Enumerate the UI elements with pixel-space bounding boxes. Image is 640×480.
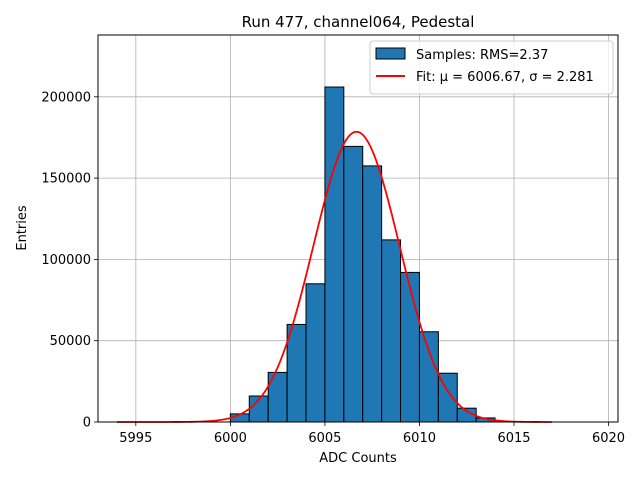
x-tick-label: 6010 [403, 431, 436, 446]
y-tick-label: 50000 [50, 334, 91, 349]
legend-label-fit: Fit: μ = 6006.67, σ = 2.281 [416, 70, 594, 85]
y-tick-label: 200000 [41, 90, 91, 105]
legend-box [369, 40, 614, 95]
y-tick-label: 100000 [41, 253, 91, 268]
x-axis-ticks: 5995 6000 6005 6010 6015 6020 [119, 422, 625, 446]
legend: Samples: RMS=2.37 Fit: μ = 6006.67, σ = … [369, 40, 614, 95]
histogram-bar [343, 145, 364, 423]
legend-swatch-samples [375, 47, 406, 60]
histogram-bar [418, 331, 439, 423]
histogram-bar [400, 271, 420, 423]
plot-frame [97, 34, 619, 423]
histogram-bar [286, 323, 307, 423]
x-tick-label: 5995 [119, 431, 152, 446]
legend-label-samples: Samples: RMS=2.37 [416, 48, 548, 63]
histogram-bars [229, 86, 496, 423]
y-tick-label: 150000 [41, 172, 91, 187]
x-axis-label: ADC Counts [319, 451, 397, 466]
x-tick-label: 6020 [592, 431, 625, 446]
y-tick-label: 0 [83, 416, 91, 431]
x-tick-label: 6000 [214, 431, 247, 446]
y-axis-label: Entries [15, 205, 30, 251]
x-tick-label: 6005 [308, 431, 341, 446]
histogram-bar [324, 86, 345, 423]
y-axis-ticks: 0 50000 100000 150000 200000 [41, 90, 98, 431]
histogram-bar [362, 165, 383, 423]
x-tick-label: 6015 [497, 431, 530, 446]
histogram-bar [305, 283, 326, 423]
chart-title: Run 477, channel064, Pedestal [242, 13, 475, 31]
histogram-bar [381, 239, 402, 423]
